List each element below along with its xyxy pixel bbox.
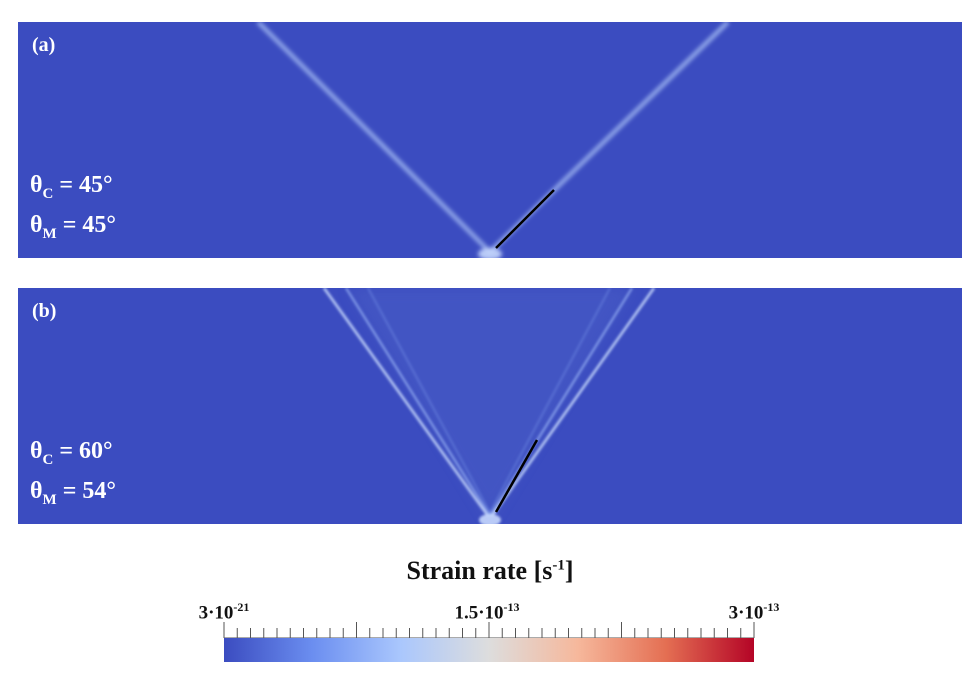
- theta-c-label: θC = 60°: [30, 438, 113, 468]
- wake-region: [348, 288, 633, 520]
- wave-front-right-faint: [487, 288, 611, 517]
- panel-label: (a): [32, 34, 56, 56]
- panel-b-field: [322, 288, 656, 524]
- colorbar-mid-label: 1.5·10-13: [454, 600, 520, 624]
- wave-front-left-outer: [322, 288, 490, 517]
- colorbar-gradient: [224, 638, 754, 662]
- measured-angle-line: [494, 439, 539, 513]
- wave-front-right-inner: [489, 288, 633, 517]
- source-blob: [478, 248, 502, 258]
- theta-m-label: θM = 45°: [30, 212, 116, 242]
- source-blob: [479, 514, 501, 524]
- theta-m-label: θM = 54°: [30, 478, 116, 508]
- colorbar-title: Strain rate [s-1]: [406, 556, 574, 585]
- panel-a: (a) θC = 45° θM = 45°: [18, 22, 962, 258]
- panel-a-field: [256, 22, 730, 258]
- theta-c-label: θC = 45°: [30, 172, 113, 202]
- colorbar-min-label: 3·10-21: [198, 600, 250, 624]
- wave-front-left-inner: [345, 288, 491, 517]
- panel-label: (b): [32, 300, 57, 322]
- panel-b: (b) θC = 60° θM = 54°: [18, 288, 962, 524]
- colorbar-max-label: 3·10-13: [728, 600, 780, 624]
- wave-front-left-faint: [367, 288, 493, 517]
- wave-front-right-outer: [490, 288, 656, 517]
- wave-front-left: [256, 22, 492, 254]
- colorbar: [223, 622, 755, 662]
- colorbar-ticks: [223, 622, 755, 639]
- measured-angle-line: [495, 189, 555, 249]
